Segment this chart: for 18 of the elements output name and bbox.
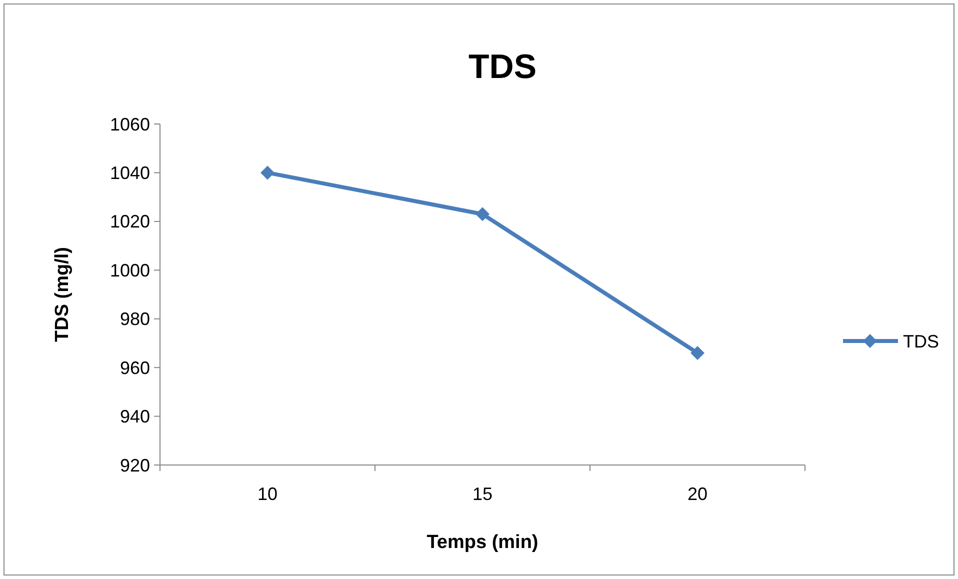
y-tick-label: 1060	[110, 114, 150, 134]
legend-label: TDS	[903, 331, 939, 352]
x-tick-label: 10	[257, 484, 278, 504]
point	[260, 166, 274, 180]
x-tick-label: 15	[472, 484, 493, 504]
y-axis-title: TDS (mg/l)	[52, 247, 73, 342]
point	[690, 346, 704, 360]
y-tick-label: 920	[120, 455, 150, 476]
point	[476, 207, 490, 222]
y-tick-label: 1020	[110, 212, 150, 232]
y-tick-label: 1040	[110, 163, 150, 184]
x-tick-label: 20	[687, 484, 708, 504]
y-tick-label: 1000	[110, 260, 150, 280]
chart-title: TDS	[468, 48, 536, 86]
y-tick-label: 980	[120, 309, 150, 330]
y-tick-label: 940	[120, 406, 150, 427]
y-tick-label: 960	[120, 358, 150, 378]
x-axis-title: Temps (min)	[426, 532, 538, 553]
